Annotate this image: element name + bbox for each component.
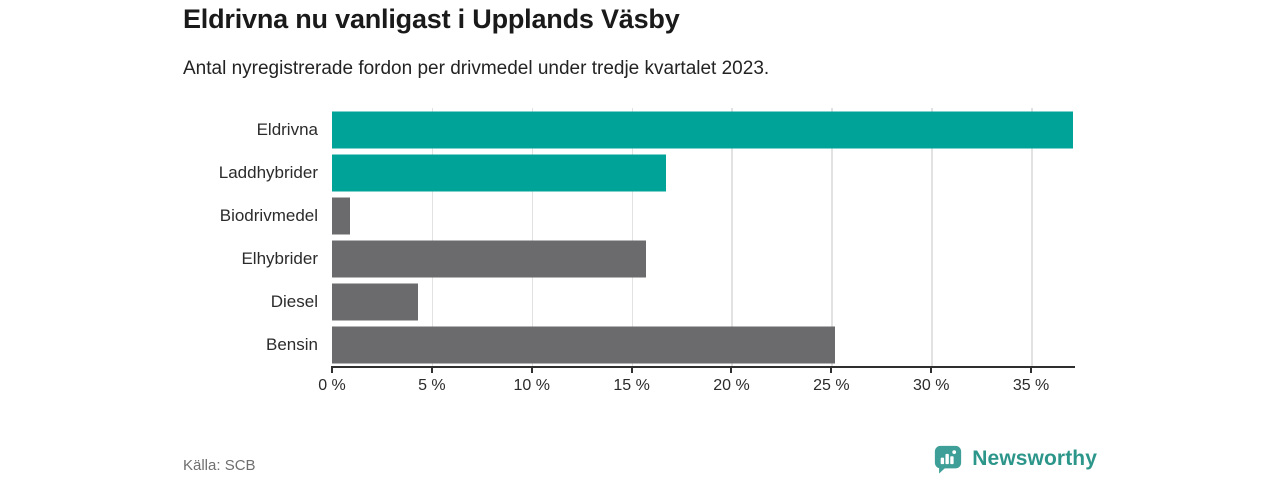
gridline: [431, 108, 434, 366]
x-axis-tick-label: 0 %: [318, 377, 346, 394]
category-label: Eldrivna: [256, 119, 318, 139]
bar-chart: Eldrivna Laddhybrider Biodrivmedel Elhybrid…: [183, 108, 1075, 408]
gridline: [931, 108, 933, 366]
bar-chart-speech-bubble-icon: [935, 445, 962, 474]
category-label: Diesel: [270, 291, 318, 311]
newsworthy-wordmark: Newsworthy: [972, 447, 1097, 470]
x-axis-tick: [830, 366, 833, 373]
bar: [332, 326, 836, 363]
x-axis-tick-label: 5 %: [418, 377, 446, 394]
x-axis-tick: [331, 366, 333, 373]
bar-row: Elhybrider: [241, 237, 1075, 280]
chart-title: Eldrivna nu vanligast i Upplands Väsby: [183, 4, 680, 34]
source-note: Källa: SCB: [183, 457, 256, 474]
x-axis-tick-label: 10 %: [513, 377, 550, 394]
bar: [332, 111, 1073, 148]
bar: [332, 240, 646, 277]
bar-row: Laddhybrider: [219, 151, 1075, 194]
x-axis-tick: [630, 366, 633, 373]
x-axis-tick-label: 25 %: [813, 377, 850, 394]
bar-row: Biodrivmedel: [220, 194, 1075, 237]
bar-row: Diesel: [271, 280, 1075, 323]
gridline: [1031, 108, 1033, 366]
gridline: [831, 108, 833, 366]
x-axis-tick: [430, 366, 433, 373]
category-label: Elhybrider: [241, 248, 318, 268]
x-axis-tick: [530, 366, 533, 373]
bar: [332, 197, 350, 234]
x-axis-tick-label: 35 %: [1012, 377, 1050, 394]
x-axis-tick-label: 15 %: [613, 377, 650, 394]
gridline: [731, 108, 733, 366]
bar: [332, 283, 418, 320]
x-axis-tick: [1030, 366, 1033, 373]
chart-subtitle: Antal nyregistrerade fordon per drivmede…: [183, 58, 770, 79]
bar-rows: Eldrivna Laddhybrider Biodrivmedel Elhybrid…: [219, 108, 1075, 366]
x-axis-tick: [930, 366, 933, 373]
plot-area: Eldrivna Laddhybrider Biodrivmedel Elhybrid…: [219, 108, 1075, 394]
newsworthy-logo: Newsworthy: [933, 444, 1097, 474]
category-label: Laddhybrider: [218, 162, 318, 182]
category-label: Biodrivmedel: [219, 205, 318, 225]
x-axis-tick-label: 20 %: [713, 377, 750, 394]
bar: [332, 154, 666, 191]
bar-row: Eldrivna: [257, 108, 1075, 151]
bar-row: Bensin: [266, 323, 1075, 366]
x-axis-tick: [730, 366, 733, 373]
gridline: [631, 108, 634, 366]
category-label: Bensin: [266, 334, 318, 354]
x-axis-tick-label: 30 %: [912, 377, 950, 394]
gridline: [531, 108, 534, 366]
